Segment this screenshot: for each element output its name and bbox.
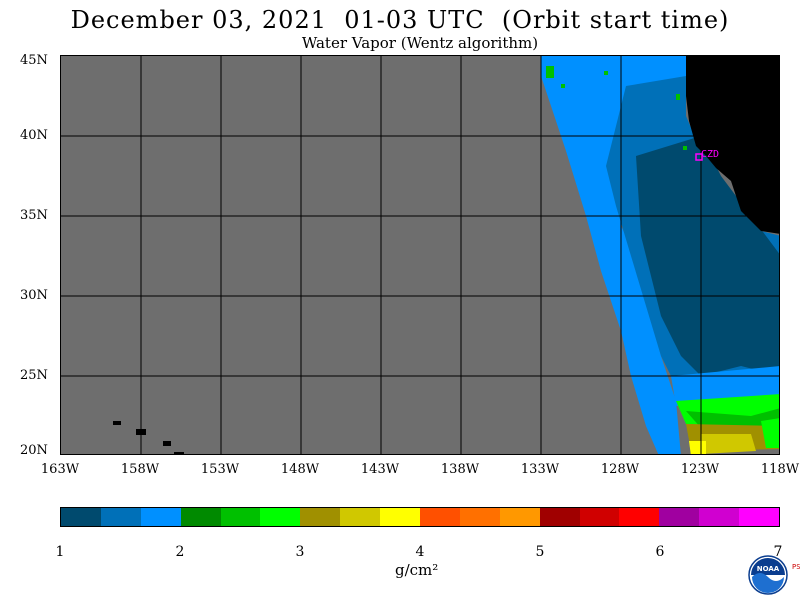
colorbar-swatch: [499, 508, 540, 526]
colorbar-swatch: [659, 508, 700, 526]
lon-label: 163W: [40, 462, 80, 477]
colorbar-swatch: [140, 508, 181, 526]
lon-label: 123W: [680, 462, 720, 477]
hawaii-island: [113, 421, 121, 425]
colorbar-tick: 2: [175, 544, 185, 560]
speck: [546, 66, 554, 78]
colorbar-tick: 1: [55, 544, 65, 560]
station-label: CZD: [701, 149, 719, 160]
colorbar-swatch: [61, 508, 101, 526]
lat-label: 40N: [20, 128, 48, 143]
lon-label: 133W: [520, 462, 560, 477]
colorbar-swatch: [459, 508, 500, 526]
speck: [683, 146, 687, 150]
lat-label: 25N: [20, 368, 48, 383]
swath-yellow: [689, 441, 706, 454]
speck: [561, 84, 565, 88]
lon-label: 138W: [440, 462, 480, 477]
colorbar-swatch: [340, 508, 381, 526]
speck: [604, 71, 608, 75]
colorbar-swatch: [180, 508, 221, 526]
lat-label: 45N: [20, 53, 48, 68]
water-vapor-map: CZD: [61, 56, 779, 454]
lat-label: 20N: [20, 443, 48, 458]
hawaii-island: [163, 441, 171, 446]
colorbar-swatch: [619, 508, 660, 526]
land-mass: [686, 56, 779, 234]
colorbar-swatch: [539, 508, 580, 526]
colorbar-swatch: [260, 508, 301, 526]
lat-label: 35N: [20, 208, 48, 223]
lon-label: 158W: [120, 462, 160, 477]
swath-bright-green-edge: [761, 418, 779, 448]
colorbar-swatch: [220, 508, 261, 526]
colorbar-swatch: [739, 508, 780, 526]
colorbar-tick: 7: [773, 544, 783, 560]
swath-yellow-green: [701, 434, 756, 454]
colorbar-swatch: [300, 508, 341, 526]
station-marker: [695, 153, 703, 161]
lon-label: 153W: [200, 462, 240, 477]
colorbar-swatch: [100, 508, 141, 526]
colorbar-tick: 6: [655, 544, 665, 560]
swath-dark-blue: [636, 136, 779, 376]
svg-text:NOAA: NOAA: [757, 565, 780, 573]
speck: [676, 94, 680, 100]
map-panel: CZD: [60, 55, 780, 455]
lon-label: 148W: [280, 462, 320, 477]
chart-title: December 03, 2021 01-03 UTC (Orbit start…: [70, 6, 730, 34]
colorbar-swatch: [699, 508, 740, 526]
lon-label: 128W: [600, 462, 640, 477]
noaa-logo-icon: NOAA: [748, 555, 788, 595]
colorbar: [60, 507, 780, 527]
colorbar-units: g/cm²: [395, 561, 439, 579]
colorbar-swatch: [420, 508, 460, 526]
lon-label: 118W: [760, 462, 800, 477]
colorbar-tick: 3: [295, 544, 305, 560]
chart-subtitle: Water Vapor (Wentz algorithm): [301, 34, 539, 52]
lon-label: 143W: [360, 462, 400, 477]
grid-lines: [61, 56, 779, 454]
colorbar-swatch: [579, 508, 620, 526]
colorbar-tick: 4: [415, 544, 425, 560]
colorbar-swatch: [380, 508, 421, 526]
psl-text: PSL: [792, 563, 800, 571]
colorbar-tick: 5: [535, 544, 545, 560]
lat-label: 30N: [20, 288, 48, 303]
hawaii-island: [174, 452, 184, 454]
